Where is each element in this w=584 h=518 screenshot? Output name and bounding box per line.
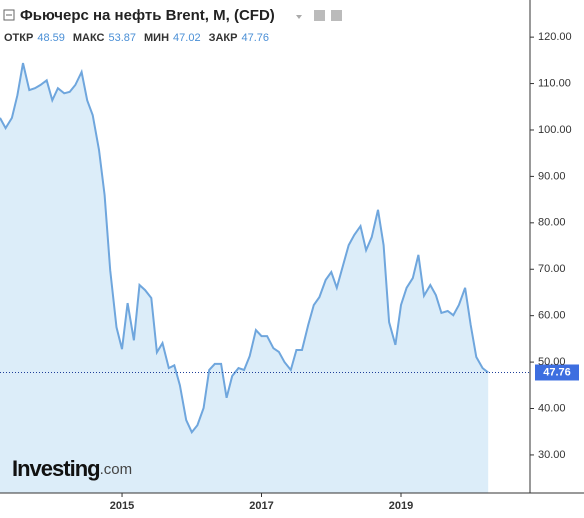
stat-value: 47.76 xyxy=(241,32,269,44)
y-tick-label: 80.00 xyxy=(538,217,566,229)
area-fill xyxy=(0,63,489,493)
stat-label: ЗАКР xyxy=(209,32,238,44)
plot xyxy=(0,62,530,493)
stat-value: 53.87 xyxy=(108,32,136,44)
x-tick-label: 2015 xyxy=(110,500,134,512)
y-tick-label: 50.00 xyxy=(538,356,566,368)
y-tick-label: 70.00 xyxy=(538,263,566,275)
stat-value: 48.59 xyxy=(37,32,65,44)
stats: ОТКР 48.59 МАКС 53.87 МИН 47.02 ЗАКР 47.76 xyxy=(4,32,269,44)
settings-icon[interactable] xyxy=(314,10,325,21)
x-tick-label: 2019 xyxy=(389,500,413,512)
x-tick-label: 2017 xyxy=(249,500,273,512)
y-tick-label: 110.00 xyxy=(538,77,571,89)
watermark: Investing.com xyxy=(12,456,132,481)
area-line xyxy=(0,62,489,435)
last-price-box xyxy=(535,364,579,381)
y-tick-label: 40.00 xyxy=(538,402,566,414)
y-tick-label: 90.00 xyxy=(538,170,566,182)
stat-label: ОТКР xyxy=(4,32,33,44)
gear-icon[interactable] xyxy=(331,10,342,21)
y-tick-label: 100.00 xyxy=(538,124,572,136)
stat-label: МАКС xyxy=(73,32,105,44)
chart-title: Фьючерс на нефть Brent, M, (CFD) xyxy=(20,7,275,24)
y-tick-label: 120.00 xyxy=(538,31,572,43)
stat-label: МИН xyxy=(144,32,169,44)
y-tick-label: 30.00 xyxy=(538,449,566,461)
watermark-suffix: .com xyxy=(100,461,133,478)
last-price-label: 47.76 xyxy=(543,366,571,378)
watermark-main: Investing xyxy=(12,456,100,481)
y-tick-label: 60.00 xyxy=(538,310,566,322)
stat-value: 47.02 xyxy=(173,32,201,44)
dropdown-arrow[interactable] xyxy=(296,15,302,19)
